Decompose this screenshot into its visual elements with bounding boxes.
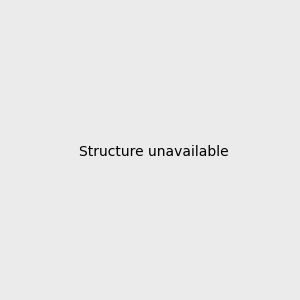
Text: Structure unavailable: Structure unavailable [79,145,229,158]
